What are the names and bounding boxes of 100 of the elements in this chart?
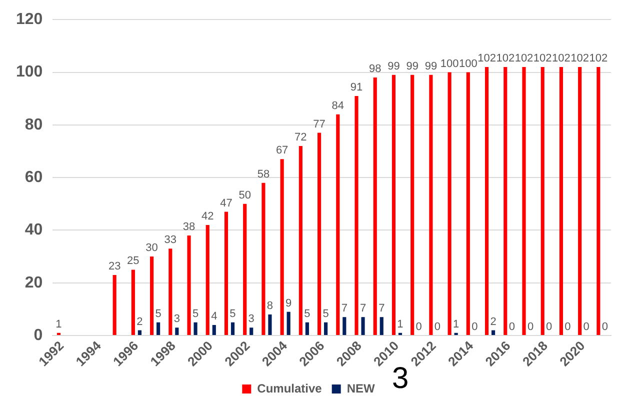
- bar: [596, 66, 600, 336]
- data-label: 0: [546, 321, 552, 334]
- y-tick-label: 100: [16, 64, 43, 81]
- bar: [317, 132, 322, 336]
- data-label: 102: [496, 52, 515, 65]
- bar: [175, 328, 179, 336]
- y-tick-label: 60: [24, 168, 43, 186]
- data-label: 30: [146, 242, 158, 254]
- bar: [342, 317, 346, 336]
- bar: [250, 328, 254, 336]
- bar: [466, 72, 470, 336]
- data-label: 100: [458, 58, 478, 70]
- bar: [150, 256, 154, 336]
- data-label: 99: [406, 60, 418, 72]
- bar: [429, 74, 433, 336]
- bar: [168, 248, 172, 336]
- data-label: 47: [220, 197, 232, 210]
- data-label: 102: [478, 52, 496, 65]
- data-label: 1: [56, 318, 62, 330]
- data-label: 84: [332, 100, 344, 112]
- y-tick-label: 40: [24, 222, 43, 239]
- data-label: 23: [108, 260, 121, 272]
- bar: [138, 330, 142, 336]
- text: 3: [392, 362, 409, 396]
- bar: [522, 66, 526, 336]
- bar: [354, 96, 358, 336]
- data-label: 38: [182, 221, 196, 234]
- data-label: 67: [276, 144, 288, 157]
- bar: [448, 72, 452, 336]
- data-label: 7: [341, 302, 348, 315]
- y-tick-label: 20: [24, 274, 43, 292]
- bar: [187, 235, 191, 336]
- bar: [504, 66, 508, 336]
- bar: [392, 74, 396, 336]
- bar: [112, 274, 116, 336]
- data-label: 50: [238, 189, 251, 202]
- y-tick-label: 80: [24, 116, 43, 134]
- bar: [230, 322, 235, 336]
- data-label: 5: [230, 308, 236, 320]
- bar: [224, 212, 228, 336]
- data-label: 0: [602, 321, 608, 334]
- bar: [361, 317, 365, 336]
- data-label: 5: [322, 308, 329, 320]
- bar: [540, 66, 544, 336]
- bar: [336, 114, 340, 336]
- y-tick-label: 0: [34, 326, 43, 344]
- legend-label: Cumulative: [257, 381, 322, 396]
- bar: [380, 317, 384, 336]
- data-label: 8: [266, 300, 274, 312]
- bar: [194, 322, 198, 336]
- bar: [373, 78, 377, 336]
- data-label: 25: [127, 255, 140, 268]
- data-label: 1: [397, 318, 404, 330]
- data-label: 0: [508, 321, 515, 334]
- data-label: 0: [416, 321, 422, 334]
- y-tick-label: 120: [16, 11, 43, 28]
- bar: [305, 322, 309, 336]
- bar: [206, 224, 210, 336]
- data-label: 0: [472, 321, 478, 334]
- data-label: 102: [552, 52, 570, 65]
- data-label: 102: [533, 52, 552, 65]
- data-label: 58: [257, 168, 270, 180]
- bar: [492, 330, 496, 336]
- data-label: 99: [424, 60, 438, 72]
- data-label: 42: [202, 210, 214, 222]
- data-label: 102: [570, 52, 590, 65]
- data-label: 7: [378, 302, 385, 315]
- data-label: 2: [490, 316, 496, 328]
- data-label: 9: [286, 297, 292, 310]
- data-label: 5: [304, 308, 310, 320]
- data-label: 5: [155, 308, 162, 320]
- data-label: 99: [388, 60, 400, 72]
- data-label: 4: [211, 310, 218, 323]
- bar: [298, 146, 302, 336]
- bar: [578, 66, 582, 336]
- data-label: 102: [589, 52, 608, 65]
- bar: [324, 322, 328, 336]
- bar: [131, 270, 135, 336]
- bar: [156, 322, 160, 336]
- data-label: 100: [440, 58, 459, 70]
- data-label: 2: [136, 316, 143, 328]
- data-label: 5: [192, 308, 199, 320]
- data-label: 91: [350, 81, 363, 94]
- bar: [286, 312, 290, 336]
- bar: [559, 66, 564, 336]
- data-label: 33: [164, 234, 177, 246]
- bar: [262, 182, 266, 336]
- bar: [398, 332, 402, 336]
- data-label: 102: [514, 52, 534, 65]
- legend-label: NEW: [346, 381, 376, 396]
- bar: [268, 314, 272, 336]
- bar: [243, 204, 247, 336]
- data-label: 77: [313, 118, 326, 130]
- bar: [484, 66, 489, 336]
- data-label: 7: [360, 302, 366, 315]
- data-label: 0: [583, 321, 590, 334]
- bar: [212, 324, 216, 336]
- data-label: 0: [434, 321, 441, 334]
- data-label: 0: [564, 321, 571, 334]
- data-label: 1: [453, 318, 460, 330]
